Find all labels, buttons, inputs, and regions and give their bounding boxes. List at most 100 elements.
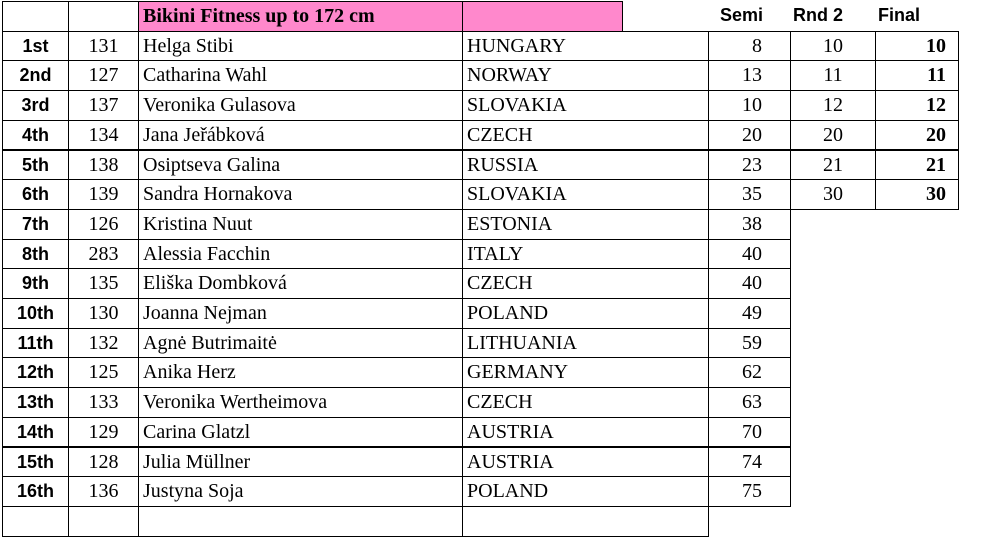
round2-score: 21 bbox=[790, 149, 876, 181]
competitor-number: 126 bbox=[68, 208, 139, 240]
competitor-name: Kristina Nuut bbox=[138, 208, 463, 240]
rank: 16th bbox=[2, 476, 69, 507]
competitor-number: 128 bbox=[68, 446, 139, 478]
column-header: Final bbox=[878, 5, 921, 25]
final-score: 21 bbox=[875, 149, 959, 181]
country: POLAND bbox=[462, 476, 709, 507]
competitor-name: Sandra Hornakova bbox=[138, 179, 463, 210]
final-score: 11 bbox=[875, 60, 959, 92]
competitor-name: Joanna Nejman bbox=[138, 298, 463, 329]
competitor-name: Eliška Dombková bbox=[138, 268, 463, 299]
competitor-name: Catharina Wahl bbox=[138, 60, 463, 92]
country: GERMANY bbox=[462, 357, 709, 389]
country: AUSTRIA bbox=[462, 416, 709, 448]
semi-score: 40 bbox=[708, 268, 791, 299]
rank: 4th bbox=[2, 119, 69, 151]
competitor-name: Anika Herz bbox=[138, 357, 463, 389]
competitor-number: 125 bbox=[68, 357, 139, 389]
competitor-number: 134 bbox=[68, 119, 139, 151]
country: ITALY bbox=[462, 238, 709, 270]
competitor-number: 130 bbox=[68, 298, 139, 329]
semi-score: 74 bbox=[708, 446, 791, 478]
semi-score: 8 bbox=[708, 30, 791, 62]
final-score: 20 bbox=[875, 119, 959, 151]
rank: 9th bbox=[2, 268, 69, 299]
rank: 13th bbox=[2, 387, 69, 418]
header-pink bbox=[462, 1, 623, 32]
semi-score: 10 bbox=[708, 90, 791, 121]
competitor-number: 131 bbox=[68, 30, 139, 62]
competitor-number: 132 bbox=[68, 327, 139, 359]
country: RUSSIA bbox=[462, 149, 709, 181]
semi-score: 20 bbox=[708, 119, 791, 151]
country: SLOVAKIA bbox=[462, 179, 709, 210]
country: CZECH bbox=[462, 119, 709, 151]
competitor-name: Veronika Gulasova bbox=[138, 90, 463, 121]
rank: 10th bbox=[2, 298, 69, 329]
semi-score: 70 bbox=[708, 416, 791, 448]
country: POLAND bbox=[462, 298, 709, 329]
country: LITHUANIA bbox=[462, 327, 709, 359]
competitor-name: Helga Stibi bbox=[138, 30, 463, 62]
competitor-number: 135 bbox=[68, 268, 139, 299]
country: HUNGARY bbox=[462, 30, 709, 62]
country: AUSTRIA bbox=[462, 446, 709, 478]
round2-score: 20 bbox=[790, 119, 876, 151]
event-title: Bikini Fitness up to 172 cm bbox=[138, 1, 463, 32]
country: NORWAY bbox=[462, 60, 709, 92]
rank: 14th bbox=[2, 416, 69, 448]
semi-score: 49 bbox=[708, 298, 791, 329]
competitor-number: 283 bbox=[68, 238, 139, 270]
competitor-number: 133 bbox=[68, 387, 139, 418]
rank: 6th bbox=[2, 179, 69, 210]
competitor-name: Justyna Soja bbox=[138, 476, 463, 507]
semi-score: 40 bbox=[708, 238, 791, 270]
final-score: 30 bbox=[875, 179, 959, 210]
rank: 12th bbox=[2, 357, 69, 389]
final-score: 12 bbox=[875, 90, 959, 121]
rank: 15th bbox=[2, 446, 69, 478]
country: ESTONIA bbox=[462, 208, 709, 240]
semi-score: 35 bbox=[708, 179, 791, 210]
semi-score: 75 bbox=[708, 476, 791, 507]
column-header: Rnd 2 bbox=[793, 5, 844, 25]
rank: 3rd bbox=[2, 90, 69, 121]
round2-score: 10 bbox=[790, 30, 876, 62]
competitor-name: Jana Jeřábková bbox=[138, 119, 463, 151]
competitor-name: Alessia Facchin bbox=[138, 238, 463, 270]
competitor-name: Julia Müllner bbox=[138, 446, 463, 478]
rank: 8th bbox=[2, 238, 69, 270]
competitor-number: 137 bbox=[68, 90, 139, 121]
country: CZECH bbox=[462, 387, 709, 418]
competitor-number: 129 bbox=[68, 416, 139, 448]
semi-score: 62 bbox=[708, 357, 791, 389]
competitor-name: Veronika Wertheimova bbox=[138, 387, 463, 418]
semi-score: 63 bbox=[708, 387, 791, 418]
column-header: Semi bbox=[719, 5, 763, 25]
rank: 7th bbox=[2, 208, 69, 240]
final-score: 10 bbox=[875, 30, 959, 62]
competitor-name: Osiptseva Galina bbox=[138, 149, 463, 181]
empty-cell bbox=[2, 505, 69, 537]
semi-score: 23 bbox=[708, 149, 791, 181]
empty-cell bbox=[138, 505, 463, 537]
competitor-number: 127 bbox=[68, 60, 139, 92]
round2-score: 30 bbox=[790, 179, 876, 210]
rank: 2nd bbox=[2, 60, 69, 92]
semi-score: 38 bbox=[708, 208, 791, 240]
competitor-number: 136 bbox=[68, 476, 139, 507]
round2-score: 11 bbox=[790, 60, 876, 92]
country: CZECH bbox=[462, 268, 709, 299]
rank: 11th bbox=[2, 327, 69, 359]
competitor-number: 138 bbox=[68, 149, 139, 181]
header-blank bbox=[2, 1, 69, 32]
country: SLOVAKIA bbox=[462, 90, 709, 121]
competitor-number: 139 bbox=[68, 179, 139, 210]
semi-score: 59 bbox=[708, 327, 791, 359]
empty-cell bbox=[68, 505, 139, 537]
empty-cell bbox=[462, 505, 709, 537]
competitor-name: Carina Glatzl bbox=[138, 416, 463, 448]
header-blank bbox=[68, 1, 139, 32]
round2-score: 12 bbox=[790, 90, 876, 121]
